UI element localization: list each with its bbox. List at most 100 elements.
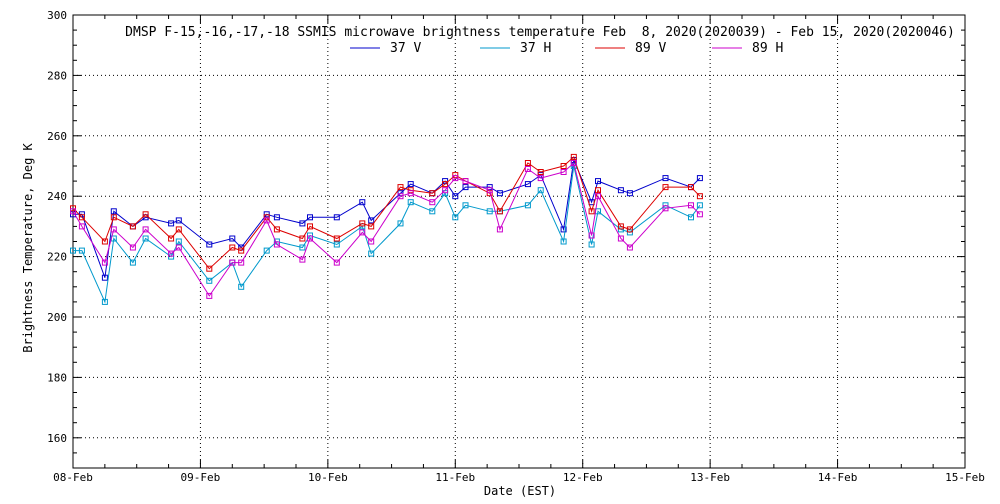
data-point xyxy=(524,166,531,172)
data-point xyxy=(486,187,493,194)
data-point xyxy=(407,199,414,206)
data-point xyxy=(299,235,306,242)
data-point xyxy=(662,184,669,191)
data-point xyxy=(78,214,85,221)
data-point xyxy=(595,193,601,200)
y-tick-label: 160 xyxy=(47,432,67,445)
data-point xyxy=(462,202,469,209)
x-tick-label: 13-Feb xyxy=(690,471,730,484)
data-point xyxy=(299,244,306,251)
data-point xyxy=(273,214,280,221)
data-point xyxy=(206,292,213,299)
data-point xyxy=(462,184,469,191)
legend-label: 37 V xyxy=(390,41,421,56)
data-point xyxy=(452,214,459,221)
legend-item: 89 H xyxy=(712,41,783,56)
series-line xyxy=(73,165,701,304)
data-point xyxy=(496,208,503,215)
data-point xyxy=(307,235,313,242)
data-point xyxy=(168,235,175,242)
data-point xyxy=(307,223,313,230)
data-point xyxy=(110,214,117,221)
legend: 37 V 37 H 89 V 89 H xyxy=(350,41,783,56)
y-tick-label: 180 xyxy=(47,371,67,384)
y-axis-title: Brightness Temperature, Deg K xyxy=(21,142,35,352)
data-point xyxy=(110,208,117,215)
data-point xyxy=(595,187,601,194)
data-point xyxy=(617,223,624,230)
data-point xyxy=(617,187,624,194)
data-point xyxy=(238,259,245,266)
data-point xyxy=(175,226,182,233)
data-point xyxy=(333,259,340,266)
data-point xyxy=(101,259,108,266)
data-point xyxy=(168,250,175,257)
data-point xyxy=(273,241,280,248)
data-point xyxy=(101,298,108,305)
data-point xyxy=(263,217,270,224)
data-point xyxy=(368,238,375,245)
data-point xyxy=(263,247,270,254)
data-point xyxy=(110,226,117,233)
y-tick-label: 280 xyxy=(47,69,67,82)
data-point xyxy=(238,247,245,254)
data-point xyxy=(429,190,436,197)
chart-title: DMSP F-15,-16,-17,-18 SSMIS microwave br… xyxy=(125,25,955,40)
legend-label: 37 H xyxy=(520,41,551,56)
x-tick-label: 10-Feb xyxy=(308,471,348,484)
data-point xyxy=(442,187,449,194)
data-point xyxy=(496,190,503,197)
data-point xyxy=(206,277,213,284)
data-point xyxy=(662,205,669,212)
data-point xyxy=(560,226,567,233)
data-point xyxy=(70,208,76,215)
data-point xyxy=(175,244,182,251)
data-point xyxy=(168,220,175,227)
data-point xyxy=(142,235,149,242)
y-tick-label: 260 xyxy=(47,130,67,143)
data-point xyxy=(442,181,449,188)
data-point xyxy=(560,169,567,175)
data-point xyxy=(78,247,85,254)
data-point xyxy=(307,214,313,221)
data-point xyxy=(229,235,236,242)
series-layer xyxy=(70,153,703,305)
data-point xyxy=(688,202,694,209)
data-point xyxy=(359,229,366,236)
series-line xyxy=(72,162,701,297)
data-point xyxy=(486,184,493,191)
legend-label: 89 V xyxy=(635,41,666,56)
data-point xyxy=(588,208,595,215)
data-point xyxy=(486,208,493,215)
data-point xyxy=(462,178,469,185)
legend-item: 89 V xyxy=(595,41,666,56)
data-point xyxy=(397,193,404,200)
data-point xyxy=(299,256,306,263)
data-point xyxy=(238,283,245,290)
ticks-layer: 160 180 200 220 240 260 280 300 08-Feb 09-Feb 10-F… xyxy=(47,9,985,484)
data-point xyxy=(368,217,375,224)
data-point xyxy=(626,190,633,197)
data-point xyxy=(429,199,436,206)
data-point xyxy=(524,202,531,209)
legend-item: 37 V xyxy=(350,41,421,56)
data-point xyxy=(206,241,213,248)
data-point xyxy=(175,238,182,245)
series-2 xyxy=(70,153,703,272)
data-point xyxy=(397,184,404,191)
data-point xyxy=(333,214,340,221)
x-tick-label: 08-Feb xyxy=(53,471,93,484)
data-point xyxy=(626,226,633,233)
data-point xyxy=(496,226,503,233)
x-tick-label: 15-Feb xyxy=(945,471,985,484)
data-point xyxy=(524,181,531,188)
data-point xyxy=(560,163,567,169)
data-point xyxy=(175,217,182,224)
data-point xyxy=(617,235,624,242)
legend-label: 89 H xyxy=(752,41,783,56)
series-3 xyxy=(70,160,703,299)
series-line xyxy=(73,158,701,278)
data-point xyxy=(273,226,280,233)
